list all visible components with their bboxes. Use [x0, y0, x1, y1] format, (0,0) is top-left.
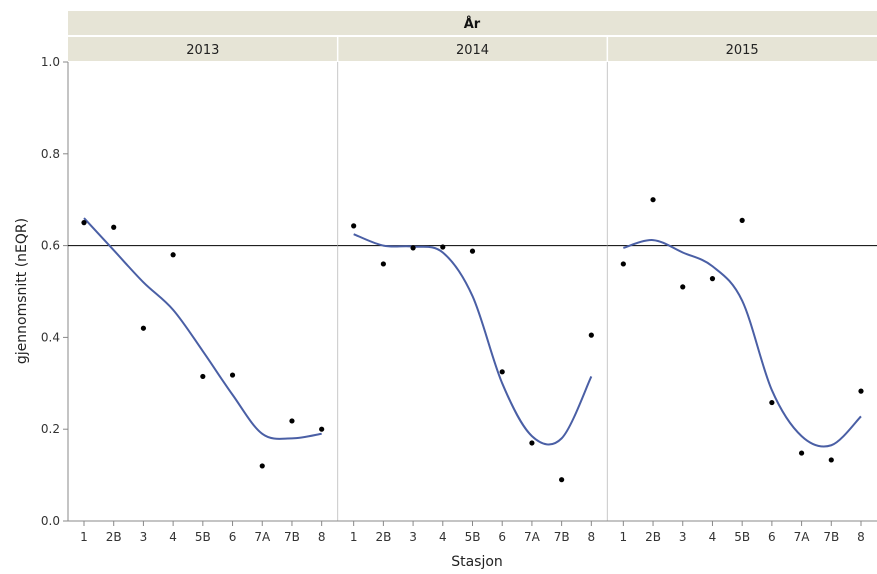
panel-strip-background — [68, 37, 877, 61]
x-tick-label: 7B — [823, 530, 839, 544]
x-tick-label: 5B — [195, 530, 211, 544]
y-tick-label: 0.2 — [41, 422, 60, 436]
facet-strips: År 2013 2014 2015 — [68, 11, 877, 61]
data-point — [798, 450, 805, 456]
y-axis: 0.0 0.2 0.4 0.6 0.8 1.0 — [41, 55, 69, 528]
x-tick-label: 8 — [318, 530, 326, 544]
data-point — [351, 223, 357, 229]
panel-2013 — [68, 217, 338, 469]
x-tick-label: 4 — [709, 530, 717, 544]
data-point — [229, 372, 236, 378]
x-axis-title: Stasjon — [451, 554, 503, 570]
data-point — [828, 457, 834, 463]
group-strip-background — [68, 11, 877, 35]
x-tick-label: 8 — [588, 530, 596, 544]
data-point — [380, 261, 386, 267]
data-point — [469, 248, 476, 254]
data-point — [709, 276, 716, 282]
data-point — [680, 284, 686, 290]
panel-strip-label: 2014 — [456, 43, 489, 58]
x-tick-label: 1 — [350, 530, 358, 544]
x-tick-label: 7B — [284, 530, 300, 544]
x-tick-label: 5B — [465, 530, 481, 544]
x-tick-label: 3 — [409, 530, 417, 544]
data-point — [319, 426, 325, 432]
x-tick-label: 2B — [106, 530, 122, 544]
y-axis-title: gjennomsnitt (nEQR) — [14, 218, 30, 364]
data-point — [739, 217, 745, 223]
x-tick-label: 2B — [645, 530, 661, 544]
x-tick-label: 7A — [254, 530, 271, 544]
data-point — [410, 245, 416, 251]
x-tick-label: 1 — [620, 530, 628, 544]
data-point — [769, 399, 775, 406]
x-tick-label: 6 — [498, 530, 506, 544]
data-point — [559, 477, 565, 483]
y-tick-label: 1.0 — [41, 55, 60, 69]
data-point — [289, 418, 295, 424]
x-tick-label: 2B — [375, 530, 391, 544]
smoother-line — [623, 239, 862, 448]
x-tick-label: 5B — [734, 530, 750, 544]
x-axis: 1 2B 3 4 5B 6 7A 7B 8 1 2B 3 4 5B 6 7A 7B 8 1 2B 3 4 5B 6 7A 7B 8 — [68, 520, 877, 544]
panel-strip-label: 2013 — [186, 43, 219, 58]
x-tick-label: 8 — [857, 530, 865, 544]
data-point — [140, 325, 147, 331]
y-tick-label: 0.6 — [41, 239, 60, 253]
x-tick-label: 7A — [524, 530, 541, 544]
x-tick-label: 6 — [229, 530, 237, 544]
panel-2014 — [337, 223, 608, 483]
data-point — [259, 463, 265, 469]
x-tick-label: 4 — [439, 530, 447, 544]
data-point — [529, 440, 535, 446]
smoother-line — [83, 217, 322, 440]
data-point — [170, 252, 176, 258]
panel-2015 — [607, 197, 877, 463]
data-point — [858, 388, 864, 394]
data-point — [440, 244, 446, 250]
data-point — [650, 197, 656, 203]
x-tick-label: 3 — [679, 530, 687, 544]
x-tick-label: 1 — [80, 530, 88, 544]
data-point — [620, 261, 626, 267]
smoother-line — [353, 233, 593, 446]
y-tick-label: 0.8 — [41, 147, 60, 161]
data-point — [588, 332, 594, 338]
facet-panels — [68, 62, 877, 521]
data-point — [499, 369, 505, 375]
group-strip-label: År — [464, 16, 481, 32]
x-tick-label: 3 — [140, 530, 148, 544]
data-point — [200, 373, 206, 380]
data-point — [111, 224, 117, 230]
y-tick-label: 0.0 — [41, 514, 60, 528]
x-tick-label: 7B — [554, 530, 570, 544]
panel-strip-label: 2015 — [726, 43, 759, 58]
data-point — [81, 220, 87, 226]
y-tick-label: 0.4 — [41, 330, 60, 344]
x-tick-label: 7A — [794, 530, 811, 544]
x-tick-label: 4 — [169, 530, 177, 544]
x-tick-label: 6 — [768, 530, 776, 544]
